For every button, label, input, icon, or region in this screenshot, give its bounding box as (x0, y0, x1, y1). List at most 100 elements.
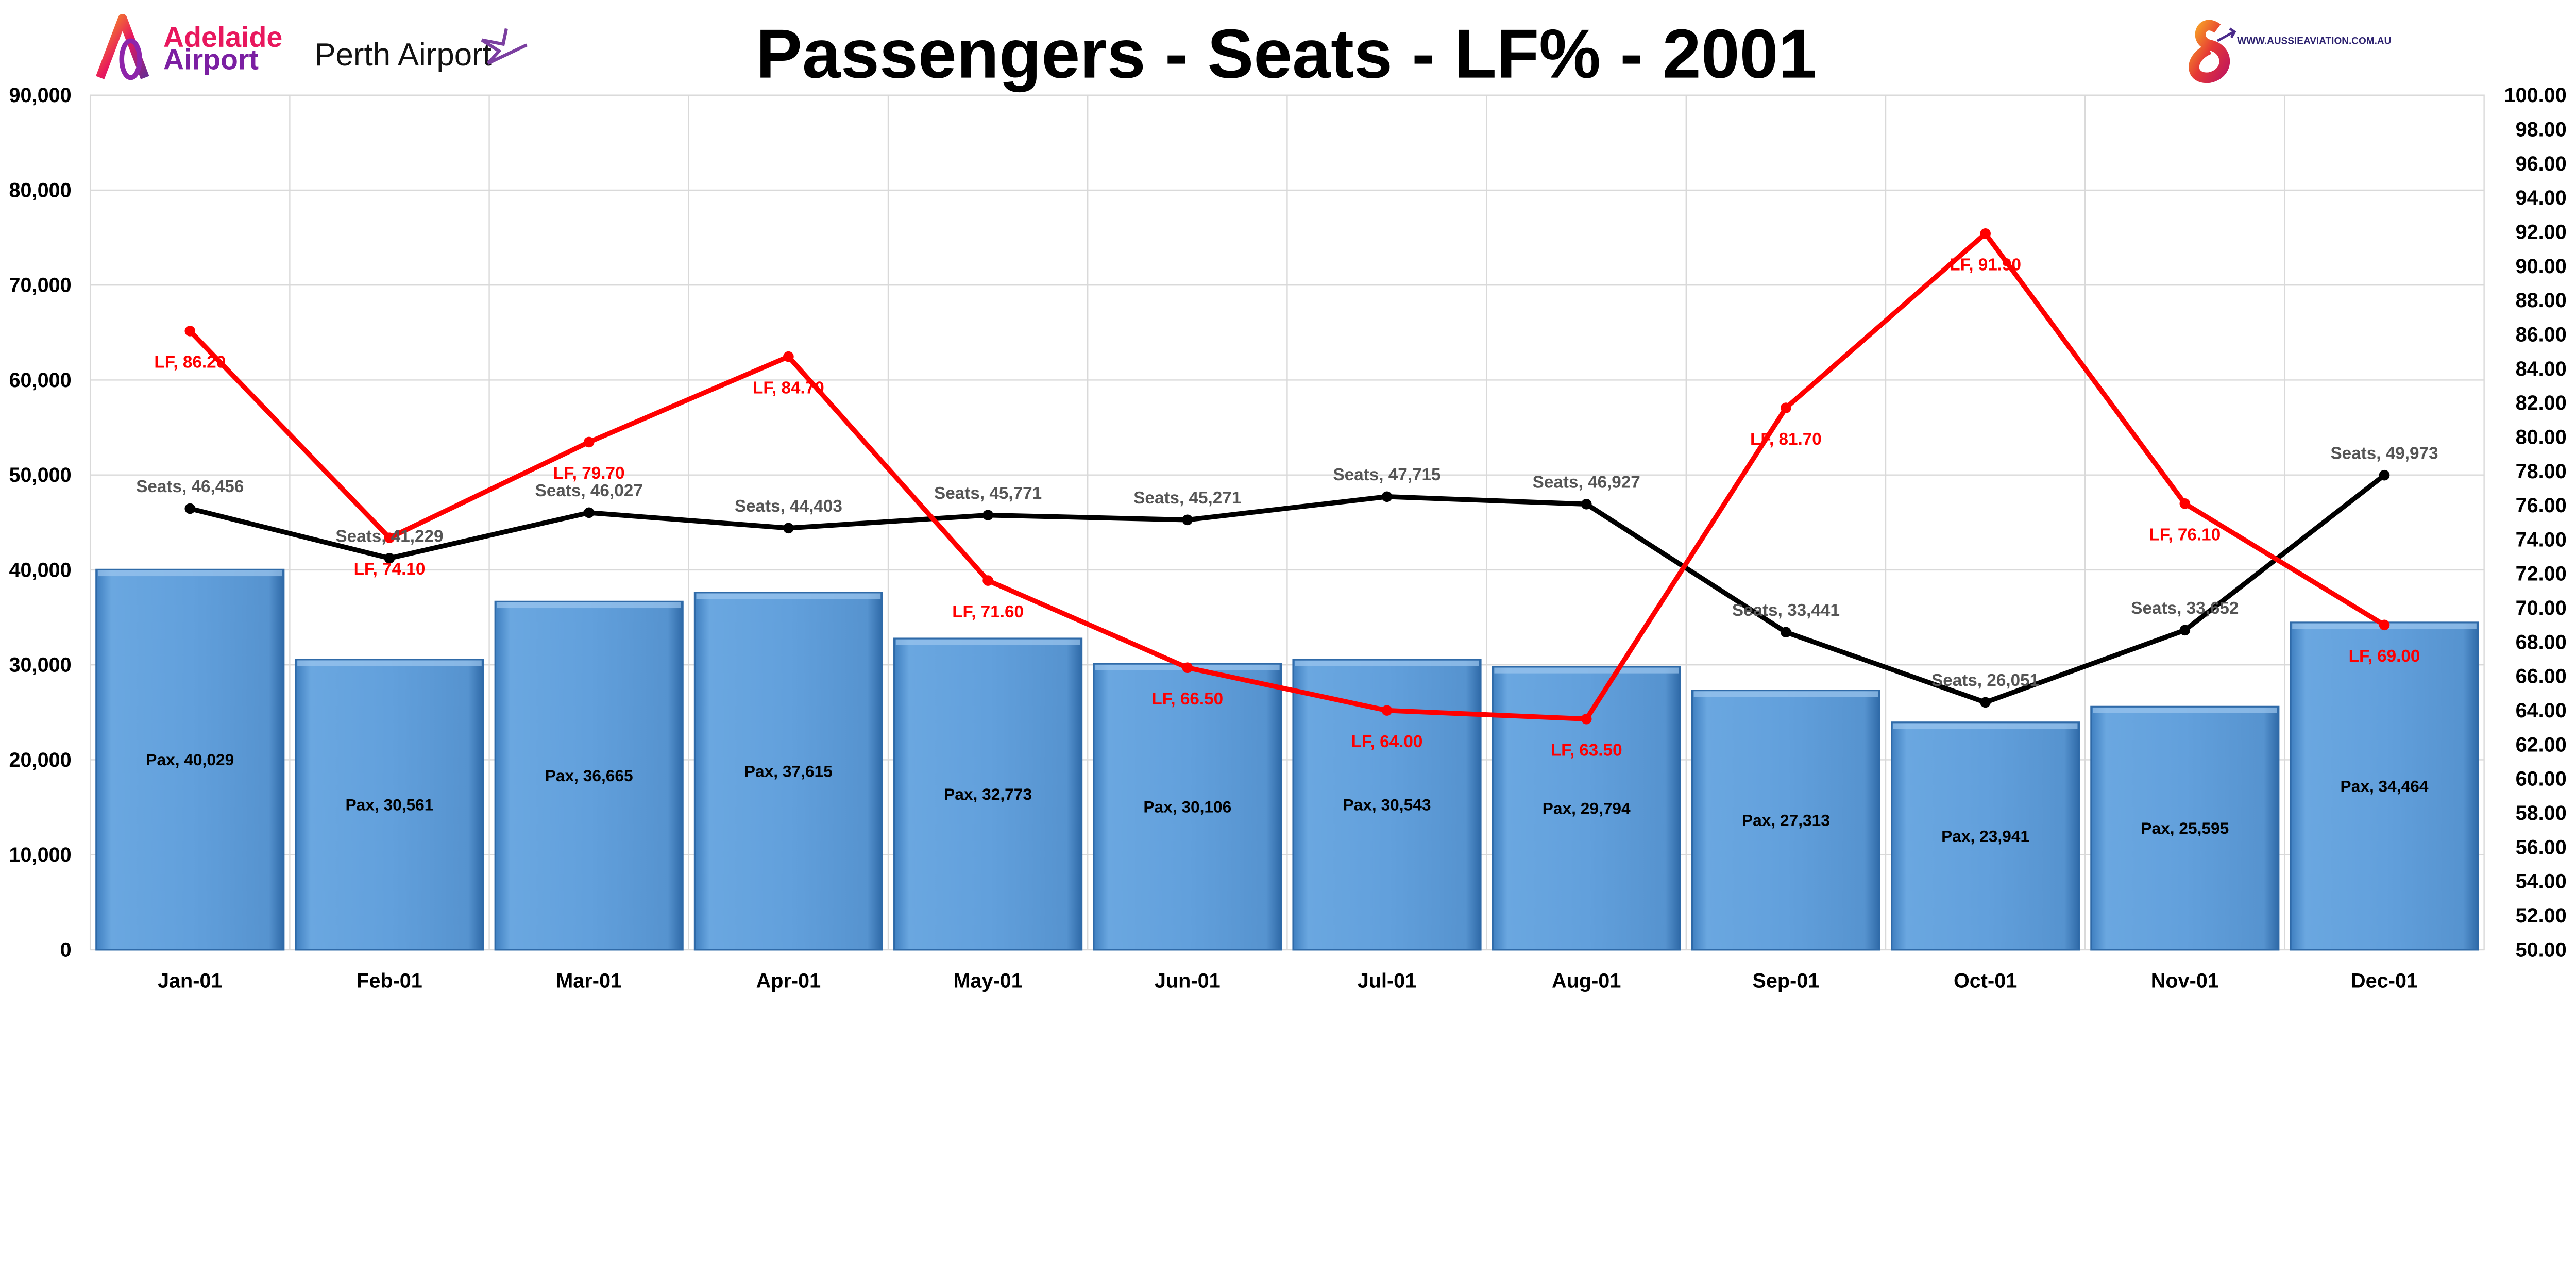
right-axis-tick: 68.00 (2516, 631, 2567, 653)
seats-point (2379, 469, 2390, 481)
pax-bar-bevel (1295, 660, 1479, 666)
lf-point (1781, 402, 1791, 413)
right-axis-tick: 88.00 (2516, 289, 2567, 312)
seats-label: Seats, 45,771 (934, 484, 1042, 503)
left-axis-tick: 70,000 (9, 274, 72, 297)
series-lines (184, 228, 2390, 725)
lf-label: LF, 74.10 (354, 560, 426, 579)
pax-bar-bevel (497, 602, 682, 609)
seats-label: Seats, 46,456 (136, 477, 244, 496)
lf-label: LF, 69.00 (2349, 647, 2420, 666)
pax-label: Pax, 40,029 (146, 750, 234, 769)
pax-bar-bevel (1494, 667, 1679, 674)
x-axis-tick: Jan-01 (158, 970, 223, 993)
adelaide-logo-line1: Adelaide (163, 21, 282, 53)
lf-label: LF, 76.10 (2149, 526, 2221, 545)
seats-line (189, 473, 2386, 705)
left-axis-tick: 80,000 (9, 179, 72, 201)
left-axis-tick: 30,000 (9, 654, 72, 677)
left-axis-tick: 10,000 (9, 844, 72, 866)
lf-label: LF, 81.70 (1750, 430, 1822, 449)
right-axis-tick: 56.00 (2516, 836, 2567, 859)
pax-label: Pax, 27,313 (1742, 811, 1830, 829)
right-axis-tick: 84.00 (2516, 358, 2567, 380)
pax-bar-bevel (2093, 707, 2277, 713)
seats-point (184, 503, 196, 514)
right-axis-tick: 78.00 (2516, 460, 2567, 483)
pax-bars (95, 568, 2479, 951)
x-axis-tick: Feb-01 (357, 970, 422, 993)
pax-bar-bevel (696, 593, 881, 599)
lf-point (783, 351, 794, 362)
adelaide-logo-line2: Airport (163, 44, 259, 76)
x-axis-tick: Aug-01 (1552, 970, 1621, 993)
pax-bar-bevel (97, 570, 282, 577)
lf-point (1980, 228, 1991, 239)
pax-label: Pax, 36,665 (545, 766, 633, 785)
right-axis-tick: 58.00 (2516, 802, 2567, 825)
x-axis-tick: May-01 (953, 970, 1022, 993)
pax-label: Pax, 32,773 (944, 785, 1032, 803)
right-axis-tick: 80.00 (2516, 426, 2567, 448)
perth-airport-logo: Perth Airport (314, 28, 528, 73)
right-axis-tick: 52.00 (2516, 904, 2567, 927)
right-axis-tick: 60.00 (2516, 768, 2567, 791)
right-axis-tick: 86.00 (2516, 323, 2567, 346)
lf-label: LF, 86.20 (154, 353, 226, 372)
pax-bar (1891, 721, 2080, 951)
left-axis-tick: 90,000 (9, 84, 72, 107)
lf-point (2179, 498, 2191, 509)
pax-label: Pax, 34,464 (2341, 777, 2429, 795)
seats-label: Seats, 46,027 (535, 481, 643, 500)
adelaide-airport-logo: Adelaide Airport (96, 13, 282, 80)
seats-point (783, 523, 794, 534)
right-axis-tick: 92.00 (2516, 221, 2567, 243)
pax-label: Pax, 30,106 (1143, 798, 1231, 816)
pax-bar (1691, 690, 1880, 951)
pax-bar (2090, 705, 2280, 951)
right-axis-tick: 90.00 (2516, 255, 2567, 278)
pax-bar-bevel (895, 639, 1080, 645)
x-axis-tick: Jun-01 (1155, 970, 1221, 993)
lf-point (2379, 619, 2390, 631)
perth-logo-text: Perth Airport (314, 37, 492, 73)
lf-label: LF, 64.00 (1351, 732, 1423, 751)
seats-point (1980, 697, 1991, 708)
pax-bar (494, 600, 684, 951)
pax-bar-bevel (1693, 691, 1878, 697)
gridlines (90, 94, 2484, 951)
seats-point (384, 552, 395, 564)
seats-label: Seats, 47,715 (1333, 465, 1440, 484)
pax-label: Pax, 29,794 (1543, 799, 1631, 818)
lf-label: LF, 84.70 (753, 378, 824, 397)
plot-area (89, 94, 2485, 951)
right-axis-tick: 50.00 (2516, 938, 2567, 961)
right-axis-tick: 70.00 (2516, 597, 2567, 619)
lf-point (583, 436, 595, 448)
lf-point (982, 575, 993, 586)
lf-point (1182, 662, 1193, 673)
right-axis-tick: 62.00 (2516, 733, 2567, 756)
pax-label: Pax, 30,543 (1343, 796, 1431, 814)
seats-label: Seats, 49,973 (2330, 444, 2438, 463)
left-axis-tick: 40,000 (9, 559, 72, 581)
lf-line (188, 231, 2386, 721)
data-labels: Pax, 40,029 Pax, 30,561 Pax, 36,665 Pax, 37… (136, 256, 2438, 846)
pax-label: Pax, 25,595 (2141, 819, 2229, 837)
pax-label: Pax, 37,615 (744, 762, 833, 780)
seats-point (1581, 498, 1592, 510)
seats-label: Seats, 45,271 (1133, 489, 1241, 508)
x-axis-tick: Apr-01 (756, 970, 821, 993)
lf-point (1581, 713, 1592, 725)
right-axis-tick: 98.00 (2516, 118, 2567, 141)
seats-point (1381, 491, 1393, 502)
right-axis-tick: 66.00 (2516, 665, 2567, 688)
right-axis-tick: 94.00 (2516, 187, 2567, 209)
chart-title: Passengers - Seats - LF% - 2001 (756, 15, 1817, 93)
x-axis-tick: Dec-01 (2351, 970, 2418, 993)
lf-label: LF, 79.70 (553, 464, 625, 483)
lf-label: LF, 91.90 (1950, 256, 2021, 275)
seats-label: Seats, 44,403 (735, 497, 842, 516)
lf-point (1381, 705, 1393, 716)
lf-label: LF, 63.50 (1551, 741, 1622, 760)
